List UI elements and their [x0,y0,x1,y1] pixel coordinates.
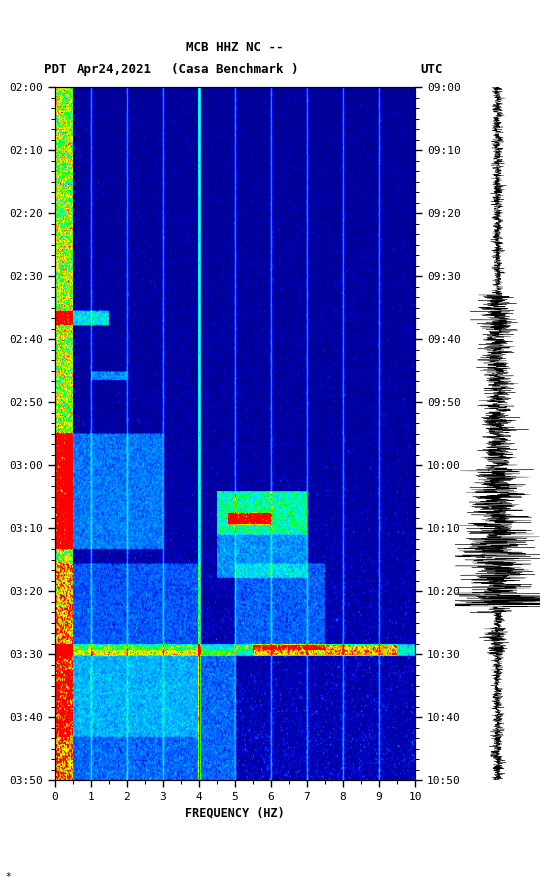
Text: ►: ► [11,17,18,28]
X-axis label: FREQUENCY (HZ): FREQUENCY (HZ) [185,806,285,819]
Text: *: * [6,872,12,882]
Text: UTC: UTC [421,63,443,76]
Text: USGS: USGS [32,17,59,28]
Text: PDT: PDT [44,63,66,76]
Text: Apr24,2021: Apr24,2021 [77,63,152,76]
Text: (Casa Benchmark ): (Casa Benchmark ) [171,63,299,76]
Text: MCB HHZ NC --: MCB HHZ NC -- [186,41,284,54]
